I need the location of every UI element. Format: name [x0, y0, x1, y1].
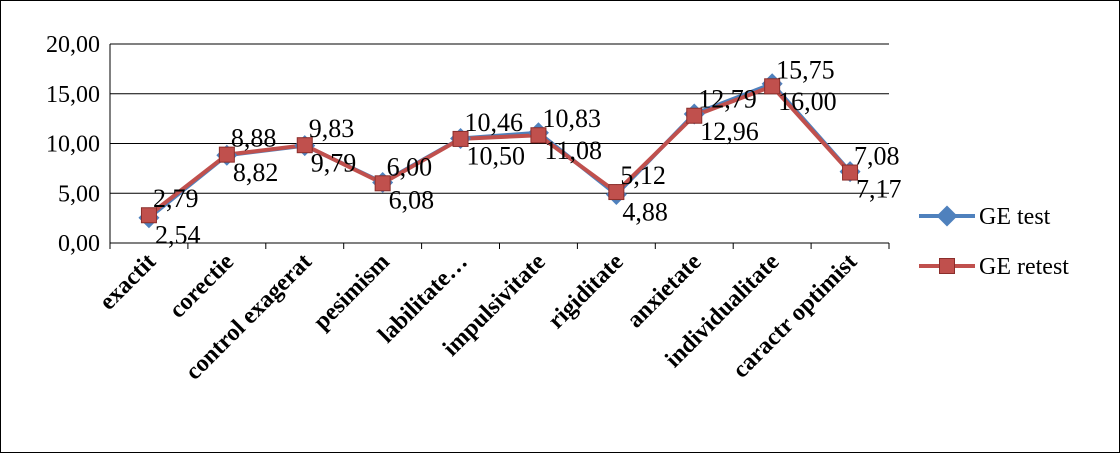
- y-tick-label: 15,00: [46, 82, 100, 108]
- data-label: 9,79: [311, 149, 357, 178]
- data-point: [764, 78, 781, 95]
- y-tick-label: 0,00: [58, 231, 100, 257]
- data-label: 8,88: [231, 124, 277, 153]
- data-label: 5,12: [620, 161, 666, 190]
- data-point: [374, 175, 391, 192]
- data-label: 7,17: [856, 175, 902, 204]
- x-category-label: exactit: [95, 249, 161, 315]
- series-markers: [138, 73, 861, 229]
- data-point: [686, 107, 703, 124]
- data-label: 6,08: [389, 186, 435, 215]
- axes: [109, 44, 890, 249]
- legend-marker: [936, 205, 958, 227]
- y-tick-label: 5,00: [58, 181, 100, 207]
- data-label: 4,88: [622, 197, 668, 226]
- data-label: 12,96: [700, 117, 759, 146]
- data-point: [842, 164, 859, 181]
- x-category-label: rigiditate: [543, 249, 629, 335]
- data-label: 6,00: [387, 152, 433, 181]
- x-category-label: corectie: [164, 249, 239, 324]
- data-label: 10,46: [465, 108, 524, 137]
- data-label: 9,83: [309, 114, 355, 143]
- data-label: 2,79: [153, 184, 199, 213]
- data-point: [296, 137, 313, 154]
- data-point: [530, 127, 547, 144]
- data-label: 8,82: [233, 158, 279, 187]
- data-label: 10,50: [467, 142, 526, 171]
- data-labels: 2,54 8,82 9,79 6,08 10,50 11,08 4,88 12,96 16,00…: [153, 55, 902, 249]
- data-point: [218, 146, 235, 163]
- data-label: 11,08: [544, 136, 602, 165]
- legend-marker: [939, 258, 955, 274]
- y-tick-label: 10,00: [46, 132, 100, 158]
- legend: GE test GE retest: [919, 204, 1069, 280]
- data-point: [608, 184, 625, 201]
- legend-entry: GE test: [979, 204, 1051, 230]
- data-label: 10,83: [542, 104, 601, 133]
- data-label: 12,79: [698, 85, 757, 114]
- data-point: [452, 130, 469, 147]
- series-lines: [147, 81, 852, 220]
- legend-entry: GE retest: [979, 254, 1069, 280]
- data-label: 16,00: [778, 87, 837, 116]
- data-label: 15,75: [776, 55, 835, 84]
- series-line-2: [147, 84, 852, 217]
- data-point: [140, 207, 157, 224]
- data-label: 7,08: [854, 142, 900, 171]
- y-axis-tick-labels: 0,00 5,00 10,00 15,00 20,00: [46, 32, 100, 257]
- data-label: 2,54: [155, 221, 201, 250]
- y-tick-label: 20,00: [46, 32, 100, 58]
- gridlines: [110, 43, 889, 194]
